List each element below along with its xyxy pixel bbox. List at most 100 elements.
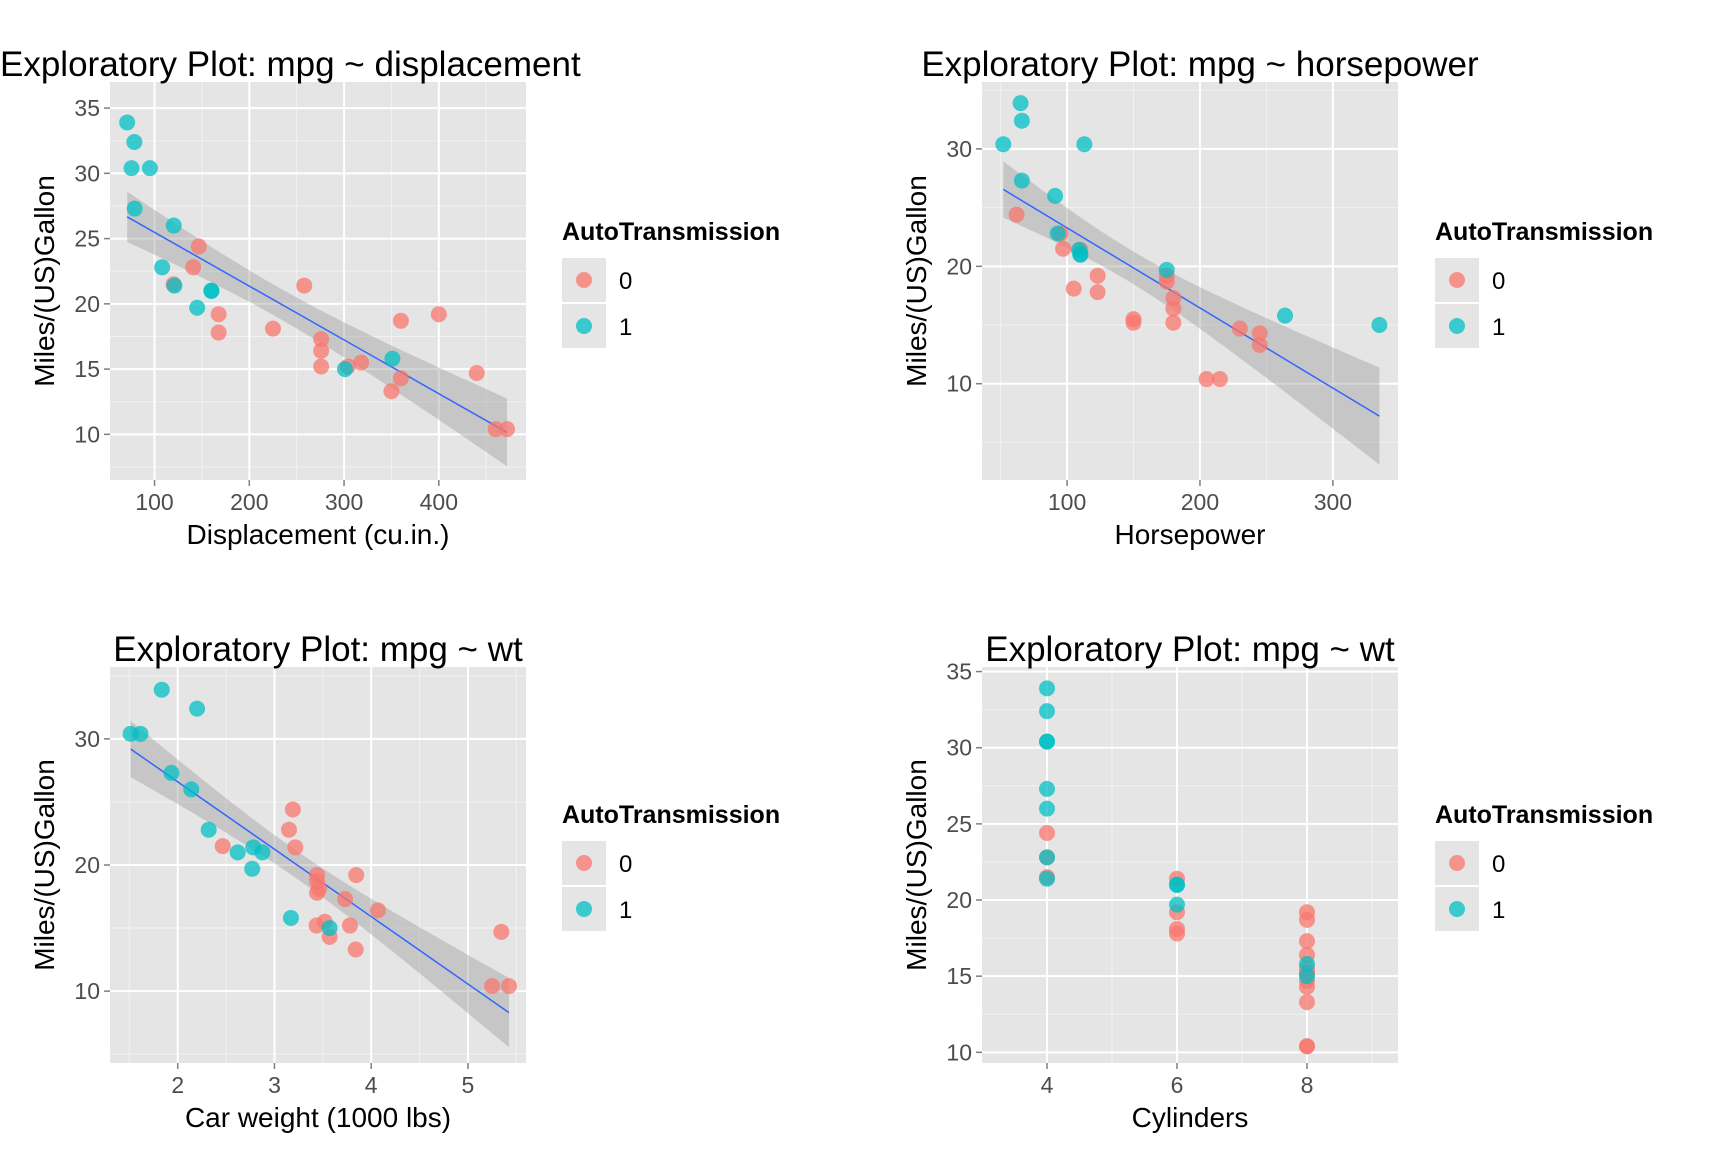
data-point-am-0 <box>1039 825 1055 842</box>
data-point-am-0 <box>430 306 447 323</box>
y-tick-label: 10 <box>946 1039 972 1065</box>
data-point-am-1 <box>1039 870 1055 887</box>
chart-title: Exploratory Plot: mpg ~ horsepower <box>921 45 1479 84</box>
data-point-am-1 <box>229 844 246 861</box>
x-tick-label: 100 <box>1048 489 1086 515</box>
data-point-am-0 <box>1165 290 1182 307</box>
y-axis-title: Miles/(US)Gallon <box>901 175 932 387</box>
legend-key-point <box>1449 855 1465 871</box>
data-point-am-0 <box>309 867 326 884</box>
x-tick-label: 400 <box>420 489 458 515</box>
data-point-am-1 <box>183 781 200 798</box>
legend-key-point <box>1449 901 1465 917</box>
data-point-am-1 <box>1039 680 1055 697</box>
data-point-am-0 <box>1065 280 1082 297</box>
data-point-am-0 <box>487 421 504 438</box>
y-tick-label: 20 <box>946 887 972 913</box>
regression-line <box>1002 188 1380 417</box>
legend-key-point <box>576 272 592 288</box>
data-point-am-1 <box>245 839 262 856</box>
x-tick-label: 100 <box>135 489 173 515</box>
y-tick-label: 10 <box>74 421 100 447</box>
data-point-am-0 <box>214 838 231 855</box>
y-tick-label: 30 <box>74 726 100 752</box>
x-tick-label: 5 <box>462 1072 475 1098</box>
data-point-am-0 <box>1008 206 1025 223</box>
y-axis-title: Miles/(US)Gallon <box>901 759 932 971</box>
data-point-am-0 <box>353 354 370 371</box>
chart-title: Exploratory Plot: mpg ~ displacement <box>0 45 581 84</box>
y-tick-label: 30 <box>74 160 100 186</box>
data-point-am-1 <box>189 299 206 316</box>
legend: AutoTransmission 0 1 <box>562 218 780 348</box>
data-point-am-0 <box>341 917 358 934</box>
data-point-am-1 <box>154 259 171 276</box>
data-point-am-1 <box>123 160 140 177</box>
y-tick-label: 35 <box>74 95 100 121</box>
data-point-am-0 <box>1231 320 1248 337</box>
data-point-am-0 <box>1089 284 1106 301</box>
x-tick-label: 300 <box>1314 489 1352 515</box>
data-point-am-0 <box>287 839 304 856</box>
data-point-am-0 <box>313 331 330 348</box>
data-point-am-0 <box>1165 314 1182 331</box>
data-point-am-0 <box>1299 904 1315 921</box>
data-point-am-1 <box>1169 896 1185 913</box>
x-tick-label: 300 <box>325 489 363 515</box>
data-point-am-1 <box>1047 187 1064 204</box>
data-point-am-0 <box>468 364 485 381</box>
legend-label: 1 <box>1492 897 1505 924</box>
data-point-am-1 <box>1039 733 1055 750</box>
x-tick-label: 4 <box>365 1072 378 1098</box>
legend-key-point <box>576 318 592 334</box>
data-point-am-1 <box>1039 780 1055 797</box>
y-tick-label: 25 <box>946 811 972 837</box>
y-tick-label: 30 <box>946 136 972 162</box>
y-tick-label: 15 <box>946 963 972 989</box>
data-point-am-0 <box>337 891 354 908</box>
x-tick-label: 8 <box>1301 1072 1314 1098</box>
data-point-am-1 <box>165 217 182 234</box>
data-point-am-1 <box>1012 95 1029 112</box>
data-point-am-1 <box>153 681 170 698</box>
chart-title: Exploratory Plot: mpg ~ wt <box>113 630 523 669</box>
data-point-am-1 <box>1039 849 1055 866</box>
x-tick-label: 3 <box>268 1072 281 1098</box>
data-point-am-0 <box>392 312 409 329</box>
confidence-band <box>1003 161 1380 465</box>
legend-key-point <box>1449 318 1465 334</box>
data-point-am-0 <box>1251 325 1268 342</box>
data-point-am-1 <box>1013 172 1030 189</box>
legend-label: 1 <box>619 897 632 924</box>
y-tick-label: 10 <box>946 371 972 397</box>
data-point-am-0 <box>264 320 281 337</box>
legend-title: AutoTransmission <box>562 801 780 829</box>
data-point-am-0 <box>190 238 207 255</box>
legend-title: AutoTransmission <box>1435 218 1653 246</box>
legend-label: 0 <box>1492 851 1505 878</box>
data-point-am-0 <box>210 324 227 341</box>
chart-title: Exploratory Plot: mpg ~ wt <box>985 630 1395 669</box>
data-point-am-1 <box>141 160 158 177</box>
x-tick-label: 4 <box>1041 1072 1054 1098</box>
legend-label: 0 <box>619 851 632 878</box>
data-point-am-0 <box>1169 925 1185 942</box>
y-tick-label: 20 <box>74 291 100 317</box>
x-tick-label: 200 <box>230 489 268 515</box>
y-tick-label: 30 <box>946 735 972 761</box>
data-point-am-0 <box>347 941 364 958</box>
data-point-am-0 <box>210 306 227 323</box>
regression-line <box>126 216 508 434</box>
data-point-am-1 <box>995 136 1012 153</box>
x-tick-label: 200 <box>1181 489 1219 515</box>
y-tick-label: 15 <box>74 356 100 382</box>
data-point-am-0 <box>1251 336 1268 353</box>
x-axis-title: Displacement (cu.in.) <box>187 519 450 550</box>
data-point-am-0 <box>313 358 330 375</box>
x-axis-title: Horsepower <box>1115 519 1266 550</box>
legend-key-point <box>1449 272 1465 288</box>
data-point-am-0 <box>284 801 301 818</box>
